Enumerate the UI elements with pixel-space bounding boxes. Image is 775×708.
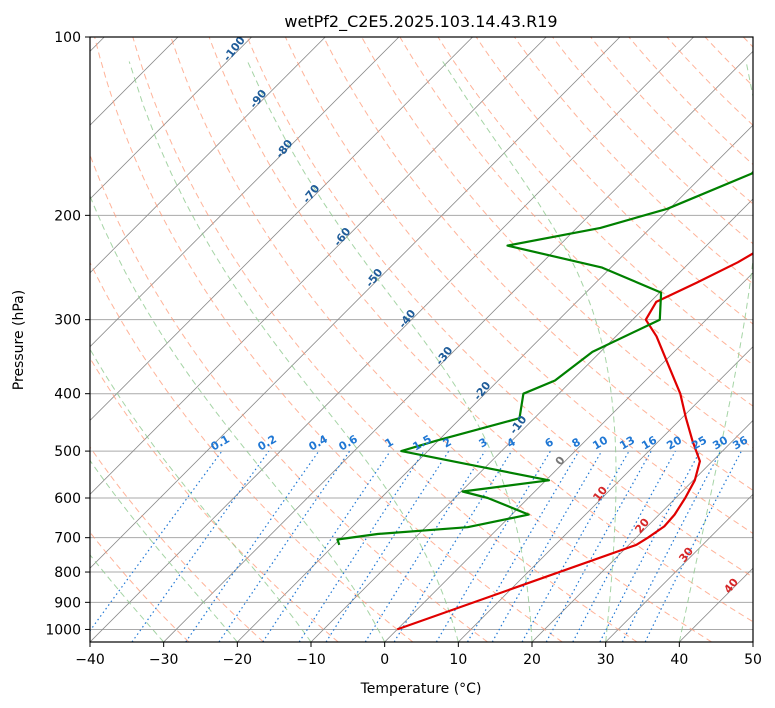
y-tick-label: 200 — [54, 208, 81, 224]
x-tick-label: −30 — [149, 652, 179, 668]
mixing-ratio-line — [491, 450, 603, 642]
moist-adiabat-line — [90, 554, 165, 642]
dry-adiabats — [90, 37, 753, 642]
moist-adiabat-line — [247, 61, 533, 642]
isotherm-line — [90, 37, 621, 569]
mixing-ratio-line — [185, 450, 320, 642]
pressure-gridlines — [90, 37, 753, 630]
plot-frame — [89, 36, 754, 643]
sounding-profiles — [336, 170, 753, 631]
mixing-ratio-line — [364, 450, 486, 642]
y-tick-label: 900 — [54, 595, 81, 611]
mixing-ratio-labels: 0.1 0.2 0.4 0.6 1 1.5 2 3 4 6 8 10 13 16 20 25 30 36 — [209, 432, 751, 453]
moist-adiabat-line — [442, 61, 617, 642]
x-tick-label: 40 — [670, 652, 688, 668]
x-tick-label: 10 — [449, 652, 467, 668]
dry-adiabat-line — [323, 37, 753, 491]
isotherm-line — [531, 419, 753, 642]
mixing-ratio-line — [393, 450, 513, 642]
y-tick-label: 800 — [54, 565, 81, 581]
y-tick-label: 1000 — [45, 622, 81, 638]
dry-adiabat-line — [208, 37, 753, 623]
moist-adiabat-line — [90, 194, 386, 642]
x-tick-label: −20 — [223, 652, 253, 668]
isotherm-line — [90, 37, 400, 348]
isotherm-line — [90, 37, 326, 274]
x-tick-label: −40 — [75, 652, 105, 668]
moist-adiabats — [90, 61, 753, 642]
y-tick-label: 700 — [54, 531, 81, 547]
isotherm-line — [90, 37, 252, 200]
mixing-ratio-line — [466, 450, 580, 642]
dry-adiabat-line — [628, 37, 753, 166]
x-tick-label: 50 — [744, 652, 762, 668]
dry-adiabat-line — [132, 37, 638, 642]
y-tick-label: 600 — [54, 491, 81, 507]
dry-adiabat-line — [94, 37, 563, 642]
y-axis-ticks: 100 200 300 400 500 600 700 800 900 1000 — [45, 30, 90, 638]
dry-adiabat-line — [246, 37, 753, 578]
isotherm-line — [605, 493, 753, 642]
x-tick-label: −10 — [296, 652, 326, 668]
mixing-ratio-lines — [90, 450, 742, 642]
chart-title: wetPf2_C2E5.2025.103.14.43.R19 — [284, 12, 557, 32]
isotherm-line — [90, 37, 547, 495]
x-axis-ticks: −40 −30 −20 −10 0 10 20 30 40 50 — [75, 642, 762, 668]
y-tick-label: 300 — [54, 313, 81, 329]
dry-adiabat-line — [361, 37, 753, 449]
dry-adiabat-line — [475, 37, 753, 325]
dry-adiabat-line — [513, 37, 753, 285]
dewpoint-profile — [336, 170, 753, 546]
moist-adiabat-line — [90, 348, 312, 642]
temperature-profile — [396, 252, 753, 631]
mixing-ratio-line — [325, 450, 450, 642]
isotherm-line — [90, 37, 694, 642]
mixing-ratio-line — [545, 450, 652, 642]
moist-adiabat-line — [90, 459, 238, 642]
mixing-ratio-line — [90, 450, 223, 632]
mixing-ratio-line — [521, 450, 630, 642]
x-tick-label: 20 — [523, 652, 541, 668]
isotherm-line — [90, 37, 473, 422]
isotherm-line — [384, 272, 753, 642]
mixing-ratio-line — [572, 450, 676, 642]
moist-adiabat-line — [678, 61, 753, 642]
moist-adiabat-line — [128, 61, 459, 642]
dry-adiabat-line — [90, 261, 414, 642]
isotherm-line — [458, 346, 753, 642]
isotherms — [90, 37, 753, 642]
mixing-ratio-line — [298, 450, 425, 642]
y-tick-label: 100 — [54, 30, 81, 46]
isotherm-line — [163, 50, 753, 642]
x-tick-label: 0 — [380, 652, 389, 668]
y-tick-label: 500 — [54, 444, 81, 460]
mixing-ratio-line — [131, 450, 270, 642]
y-axis-label: Pressure (hPa) — [11, 290, 27, 390]
y-tick-label: 400 — [54, 387, 81, 403]
dry-adiabat-line — [399, 37, 753, 407]
dry-adiabat-line — [90, 446, 264, 642]
x-axis-label: Temperature (°C) — [360, 681, 482, 697]
x-tick-label: 30 — [597, 652, 615, 668]
